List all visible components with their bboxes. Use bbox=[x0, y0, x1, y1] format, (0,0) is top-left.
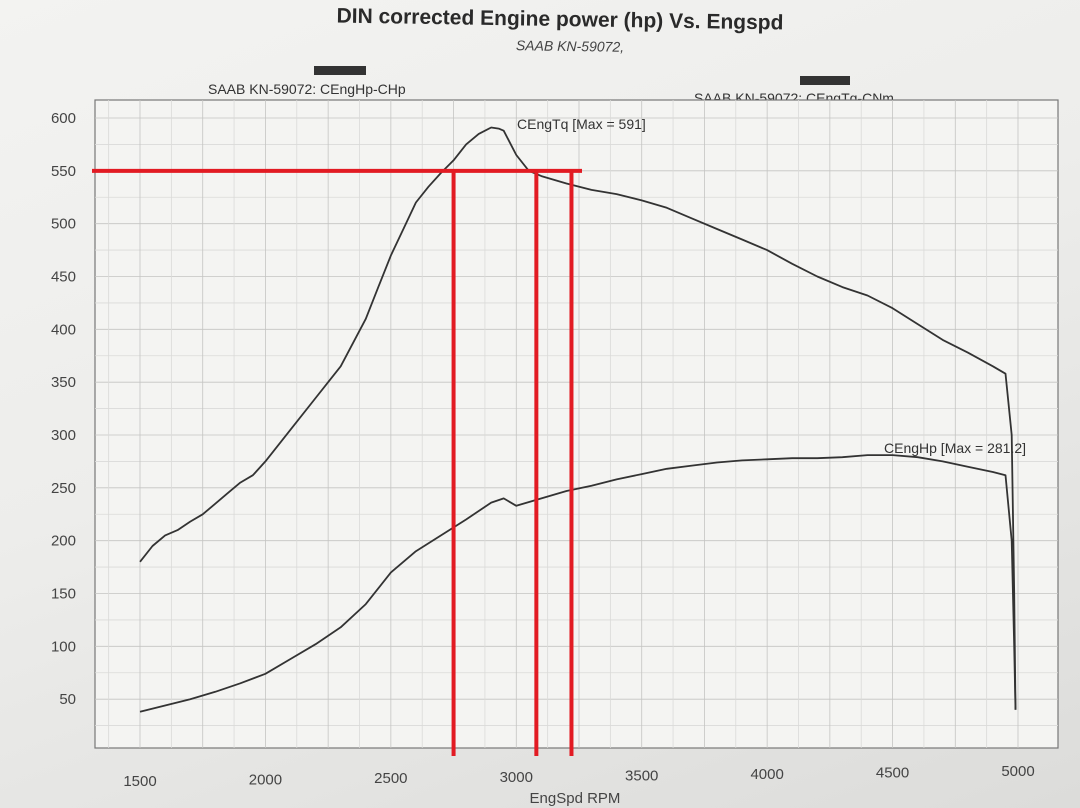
x-tick-label-2000: 2000 bbox=[249, 772, 282, 789]
series-line-cenghp bbox=[139, 454, 1017, 713]
legend-swatch-tq bbox=[800, 76, 850, 85]
y-tick-label-450: 450 bbox=[51, 269, 76, 286]
y-tick-label-250: 250 bbox=[51, 480, 76, 497]
plot-area bbox=[94, 99, 1059, 749]
y-tick-label-350: 350 bbox=[51, 374, 76, 391]
x-tick-label-2500: 2500 bbox=[374, 770, 407, 787]
y-tick-label-200: 200 bbox=[51, 533, 76, 550]
y-tick-label-150: 150 bbox=[51, 586, 76, 603]
legend-entry-hp: SAAB KN-59072: CEngHp-CHp bbox=[208, 81, 406, 97]
y-tick-label-500: 500 bbox=[51, 216, 76, 233]
y-tick-label-550: 550 bbox=[51, 163, 76, 180]
y-tick-label-600: 600 bbox=[51, 110, 76, 127]
series-line-cengtq bbox=[139, 126, 1017, 710]
x-tick-label-5000: 5000 bbox=[1001, 763, 1034, 780]
y-tick-label-400: 400 bbox=[51, 321, 76, 338]
x-axis-label: EngSpd RPM bbox=[530, 790, 621, 807]
y-tick-label-100: 100 bbox=[51, 638, 76, 655]
series-annotation-cengtq: CEngTq [Max = 591] bbox=[517, 116, 646, 132]
y-tick-label-300: 300 bbox=[51, 427, 76, 444]
x-tick-label-4000: 4000 bbox=[750, 766, 783, 783]
series-annotation-cenghp: CEngHp [Max = 281.2] bbox=[884, 440, 1026, 456]
y-tick-label-50: 50 bbox=[59, 691, 76, 708]
x-tick-label-3500: 3500 bbox=[625, 767, 658, 784]
x-tick-label-4500: 4500 bbox=[876, 765, 909, 782]
x-tick-label-1500: 1500 bbox=[123, 773, 156, 790]
x-tick-label-3000: 3000 bbox=[500, 769, 533, 786]
legend-swatch-hp bbox=[314, 66, 366, 75]
